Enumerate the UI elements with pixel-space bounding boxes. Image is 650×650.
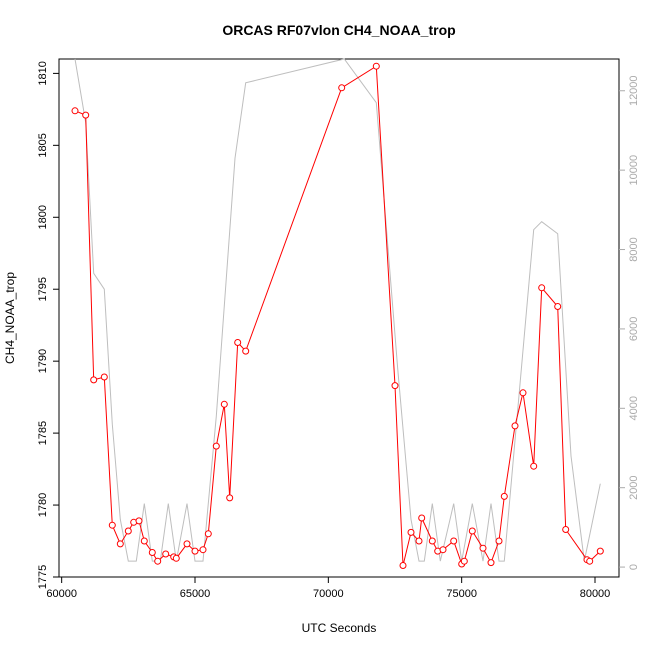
data-point <box>495 537 503 545</box>
data-point <box>450 537 458 545</box>
data-point <box>220 400 228 408</box>
y2-tick-label: 10000 <box>628 155 640 186</box>
data-point <box>586 557 594 565</box>
data-point <box>148 549 156 556</box>
data-point <box>596 547 604 555</box>
data-point <box>372 62 380 70</box>
data-point <box>468 527 476 535</box>
data-point <box>519 389 527 397</box>
y-tick-label: 1780 <box>37 493 49 517</box>
data-point <box>460 557 468 565</box>
data-point <box>204 530 212 538</box>
x-tick-label: 65000 <box>180 588 211 600</box>
y2-tick-label: 12000 <box>628 75 640 106</box>
x-tick-label: 80000 <box>580 588 611 600</box>
data-point <box>538 284 546 292</box>
y-tick-label: 1800 <box>37 205 49 229</box>
y-tick-label: 1790 <box>37 349 49 373</box>
y-tick-label: 1775 <box>37 565 49 589</box>
data-point <box>82 111 90 119</box>
data-point <box>391 382 399 390</box>
data-point <box>212 442 220 450</box>
primary-series-line <box>74 65 601 566</box>
right-axis: 0 2000 4000 6000 8000 10000 12000 <box>619 75 640 570</box>
series-layer <box>71 58 604 569</box>
x-axis-label: UTC Seconds <box>302 621 377 635</box>
data-point <box>124 527 132 535</box>
data-point <box>399 562 407 569</box>
data-point <box>191 547 199 555</box>
y-tick-label: 1785 <box>37 421 49 445</box>
data-point <box>226 494 234 502</box>
data-point <box>100 373 108 381</box>
data-point <box>116 540 124 548</box>
data-point <box>554 303 562 310</box>
left-axis: 1775 1780 1785 1790 1795 1800 1805 1810 <box>37 61 59 589</box>
data-point <box>530 462 538 470</box>
y-tick-label: 1805 <box>37 133 49 157</box>
x-tick-label: 75000 <box>446 588 477 600</box>
data-point <box>562 526 570 533</box>
y-axis-label: CH4_NOAA_trop <box>3 272 17 364</box>
data-point <box>172 554 180 562</box>
data-point <box>154 557 162 565</box>
data-point <box>108 521 116 529</box>
chart-title: ORCAS RF07vlon CH4_NOAA_trop <box>222 22 455 38</box>
data-point <box>199 546 207 554</box>
y-tick-label: 1795 <box>37 277 49 301</box>
data-point <box>418 514 426 522</box>
data-point <box>415 537 423 545</box>
data-point <box>407 528 415 536</box>
x-axis: 60000 65000 70000 75000 80000 <box>46 577 610 600</box>
data-point <box>71 107 79 115</box>
x-tick-label: 60000 <box>46 588 77 600</box>
y2-tick-label: 0 <box>628 564 640 570</box>
data-point <box>242 347 250 355</box>
data-point <box>338 84 346 92</box>
data-point <box>511 422 519 430</box>
data-point <box>487 559 495 567</box>
y2-tick-label: 6000 <box>628 317 640 341</box>
data-point <box>234 339 242 346</box>
x-tick-label: 70000 <box>313 588 344 600</box>
y-tick-label: 1810 <box>37 61 49 85</box>
secondary-series-line <box>74 58 601 562</box>
data-point <box>140 537 148 545</box>
data-point <box>500 492 508 500</box>
data-point <box>428 537 436 545</box>
y2-tick-label: 2000 <box>628 475 640 499</box>
data-point <box>135 517 143 525</box>
data-point <box>162 550 170 558</box>
data-point <box>183 540 191 548</box>
data-point <box>90 376 98 384</box>
plot-frame <box>58 58 620 578</box>
data-point <box>439 546 447 554</box>
y2-tick-label: 8000 <box>628 237 640 261</box>
y2-tick-label: 4000 <box>628 396 640 420</box>
data-point <box>479 544 487 552</box>
